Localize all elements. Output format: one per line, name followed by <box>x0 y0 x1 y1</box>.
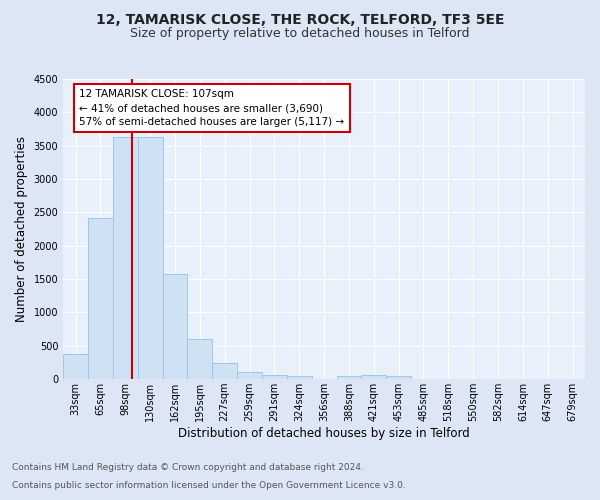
Bar <box>113 137 138 379</box>
Text: Contains HM Land Registry data © Crown copyright and database right 2024.: Contains HM Land Registry data © Crown c… <box>12 464 364 472</box>
Text: 12 TAMARISK CLOSE: 107sqm
← 41% of detached houses are smaller (3,690)
57% of se: 12 TAMARISK CLOSE: 107sqm ← 41% of detac… <box>79 89 344 127</box>
Bar <box>63 354 88 379</box>
Bar <box>212 363 237 379</box>
Bar <box>361 375 386 379</box>
Text: Size of property relative to detached houses in Telford: Size of property relative to detached ho… <box>130 28 470 40</box>
Bar <box>187 339 212 379</box>
Bar <box>287 376 311 379</box>
Text: Contains public sector information licensed under the Open Government Licence v3: Contains public sector information licen… <box>12 481 406 490</box>
Bar <box>138 137 163 379</box>
Bar <box>163 274 187 379</box>
Y-axis label: Number of detached properties: Number of detached properties <box>15 136 28 322</box>
Bar <box>237 372 262 379</box>
Bar <box>262 375 287 379</box>
X-axis label: Distribution of detached houses by size in Telford: Distribution of detached houses by size … <box>178 427 470 440</box>
Bar <box>386 376 411 379</box>
Bar <box>88 218 113 379</box>
Text: 12, TAMARISK CLOSE, THE ROCK, TELFORD, TF3 5EE: 12, TAMARISK CLOSE, THE ROCK, TELFORD, T… <box>96 12 504 26</box>
Bar <box>337 376 361 379</box>
